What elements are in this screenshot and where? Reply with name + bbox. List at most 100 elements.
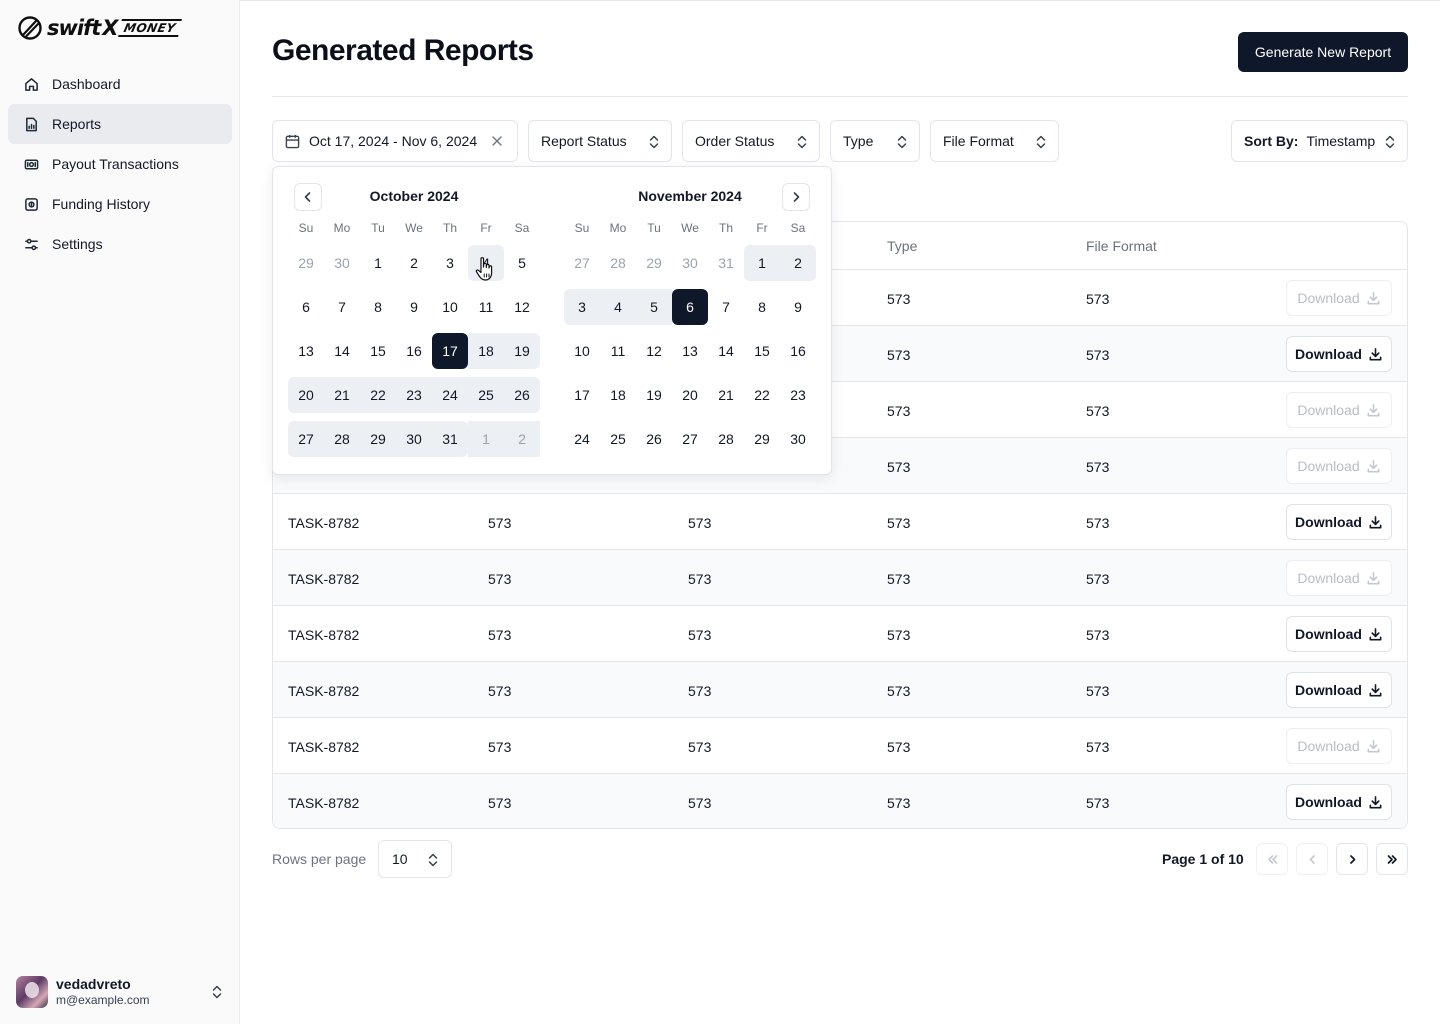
- download-button[interactable]: Download: [1286, 560, 1392, 596]
- download-button[interactable]: Download: [1286, 504, 1392, 540]
- calendar-day[interactable]: 25: [468, 377, 504, 413]
- calendar-day[interactable]: 14: [334, 343, 350, 359]
- sort-by-select[interactable]: Sort By: Timestamp: [1231, 120, 1408, 162]
- calendar-day[interactable]: 22: [754, 387, 770, 403]
- generate-new-report-button[interactable]: Generate New Report: [1238, 32, 1408, 72]
- calendar-day[interactable]: 7: [722, 299, 730, 315]
- calendar-day[interactable]: 16: [406, 343, 422, 359]
- calendar-day[interactable]: 26: [646, 431, 662, 447]
- calendar-day[interactable]: 21: [324, 377, 360, 413]
- calendar-day[interactable]: 23: [790, 387, 806, 403]
- calendar-day[interactable]: 27: [682, 431, 698, 447]
- calendar-day[interactable]: 14: [718, 343, 734, 359]
- calendar-day[interactable]: 1: [744, 245, 780, 281]
- calendar-day[interactable]: 23: [396, 377, 432, 413]
- calendar-day[interactable]: 30: [396, 421, 432, 457]
- calendar-day[interactable]: 31: [432, 421, 468, 457]
- download-button[interactable]: Download: [1286, 280, 1392, 316]
- calendar-day[interactable]: 28: [718, 431, 734, 447]
- close-icon[interactable]: [491, 135, 503, 147]
- brand-logo[interactable]: swift X MONEY: [17, 14, 182, 42]
- calendar-day[interactable]: 3: [564, 289, 600, 325]
- calendar-day[interactable]: 19: [504, 333, 540, 369]
- calendar-day[interactable]: 28: [610, 255, 626, 271]
- calendar-day[interactable]: 4: [468, 245, 504, 281]
- calendar-day[interactable]: 17: [432, 333, 468, 369]
- calendar-day[interactable]: 18: [610, 387, 626, 403]
- sidebar-item-payout-transactions[interactable]: Payout Transactions: [8, 144, 232, 184]
- calendar-day[interactable]: 30: [790, 431, 806, 447]
- rows-per-page-select[interactable]: 10: [378, 840, 452, 878]
- report-status-filter[interactable]: Report Status: [528, 120, 672, 162]
- download-button[interactable]: Download: [1286, 728, 1392, 764]
- download-button[interactable]: Download: [1286, 392, 1392, 428]
- sidebar-item-settings[interactable]: Settings: [8, 224, 232, 264]
- user-menu[interactable]: vedadvreto m@example.com: [16, 975, 232, 1009]
- calendar-prev-button[interactable]: [294, 183, 322, 211]
- calendar-day[interactable]: 13: [298, 343, 314, 359]
- calendar-day[interactable]: 29: [646, 255, 662, 271]
- calendar-day[interactable]: 8: [758, 299, 766, 315]
- calendar-day[interactable]: 2: [780, 245, 816, 281]
- calendar-day[interactable]: 26: [504, 377, 540, 413]
- download-button[interactable]: Download: [1286, 784, 1392, 820]
- calendar-day[interactable]: 1: [468, 421, 504, 457]
- calendar-day[interactable]: 7: [338, 299, 346, 315]
- calendar-day[interactable]: 29: [360, 421, 396, 457]
- sidebar-item-funding-history[interactable]: Funding History: [8, 184, 232, 224]
- calendar-next-button[interactable]: [782, 183, 810, 211]
- calendar-day[interactable]: 9: [794, 299, 802, 315]
- date-range-filter[interactable]: Oct 17, 2024 - Nov 6, 2024: [272, 120, 518, 162]
- calendar-day[interactable]: 25: [610, 431, 626, 447]
- calendar-day[interactable]: 11: [610, 343, 626, 359]
- sidebar-item-dashboard[interactable]: Dashboard: [8, 64, 232, 104]
- order-status-filter[interactable]: Order Status: [682, 120, 820, 162]
- calendar-day[interactable]: 30: [682, 255, 698, 271]
- calendar-day[interactable]: 8: [374, 299, 382, 315]
- calendar-day[interactable]: 15: [370, 343, 386, 359]
- calendar-day[interactable]: 29: [298, 255, 314, 271]
- previous-page-button[interactable]: [1296, 843, 1328, 875]
- file-format-filter[interactable]: File Format: [930, 120, 1059, 162]
- calendar-day[interactable]: 21: [718, 387, 734, 403]
- calendar-day[interactable]: 29: [754, 431, 770, 447]
- calendar-day[interactable]: 2: [504, 421, 540, 457]
- calendar-day[interactable]: 27: [288, 421, 324, 457]
- calendar-day[interactable]: 6: [672, 289, 708, 325]
- calendar-day[interactable]: 28: [324, 421, 360, 457]
- calendar-day[interactable]: 30: [334, 255, 350, 271]
- calendar-day[interactable]: 10: [574, 343, 590, 359]
- calendar-day[interactable]: 9: [410, 299, 418, 315]
- column-header-file-format[interactable]: File Format: [1086, 238, 1157, 254]
- calendar-day[interactable]: 12: [646, 343, 662, 359]
- calendar-day[interactable]: 20: [682, 387, 698, 403]
- calendar-day[interactable]: 5: [518, 255, 526, 271]
- calendar-day[interactable]: 1: [374, 255, 382, 271]
- calendar-day[interactable]: 5: [636, 289, 672, 325]
- next-page-button[interactable]: [1336, 843, 1368, 875]
- calendar-day[interactable]: 24: [574, 431, 590, 447]
- type-filter[interactable]: Type: [830, 120, 920, 162]
- calendar-day[interactable]: 22: [360, 377, 396, 413]
- download-button[interactable]: Download: [1286, 616, 1392, 652]
- download-button[interactable]: Download: [1286, 448, 1392, 484]
- calendar-day[interactable]: 17: [574, 387, 590, 403]
- download-button[interactable]: Download: [1286, 672, 1392, 708]
- calendar-day[interactable]: 6: [302, 299, 310, 315]
- calendar-day[interactable]: 18: [468, 333, 504, 369]
- calendar-day[interactable]: 10: [442, 299, 458, 315]
- calendar-day[interactable]: 3: [446, 255, 454, 271]
- calendar-day[interactable]: 12: [514, 299, 530, 315]
- calendar-day[interactable]: 24: [432, 377, 468, 413]
- calendar-day[interactable]: 31: [718, 255, 734, 271]
- first-page-button[interactable]: [1256, 843, 1288, 875]
- calendar-day[interactable]: 19: [646, 387, 662, 403]
- calendar-day[interactable]: 11: [478, 299, 494, 315]
- download-button[interactable]: Download: [1286, 336, 1392, 372]
- calendar-day[interactable]: 16: [790, 343, 806, 359]
- calendar-day[interactable]: 4: [600, 289, 636, 325]
- calendar-day[interactable]: 13: [682, 343, 698, 359]
- calendar-day[interactable]: 20: [288, 377, 324, 413]
- calendar-day[interactable]: 15: [754, 343, 770, 359]
- sidebar-item-reports[interactable]: Reports: [8, 104, 232, 144]
